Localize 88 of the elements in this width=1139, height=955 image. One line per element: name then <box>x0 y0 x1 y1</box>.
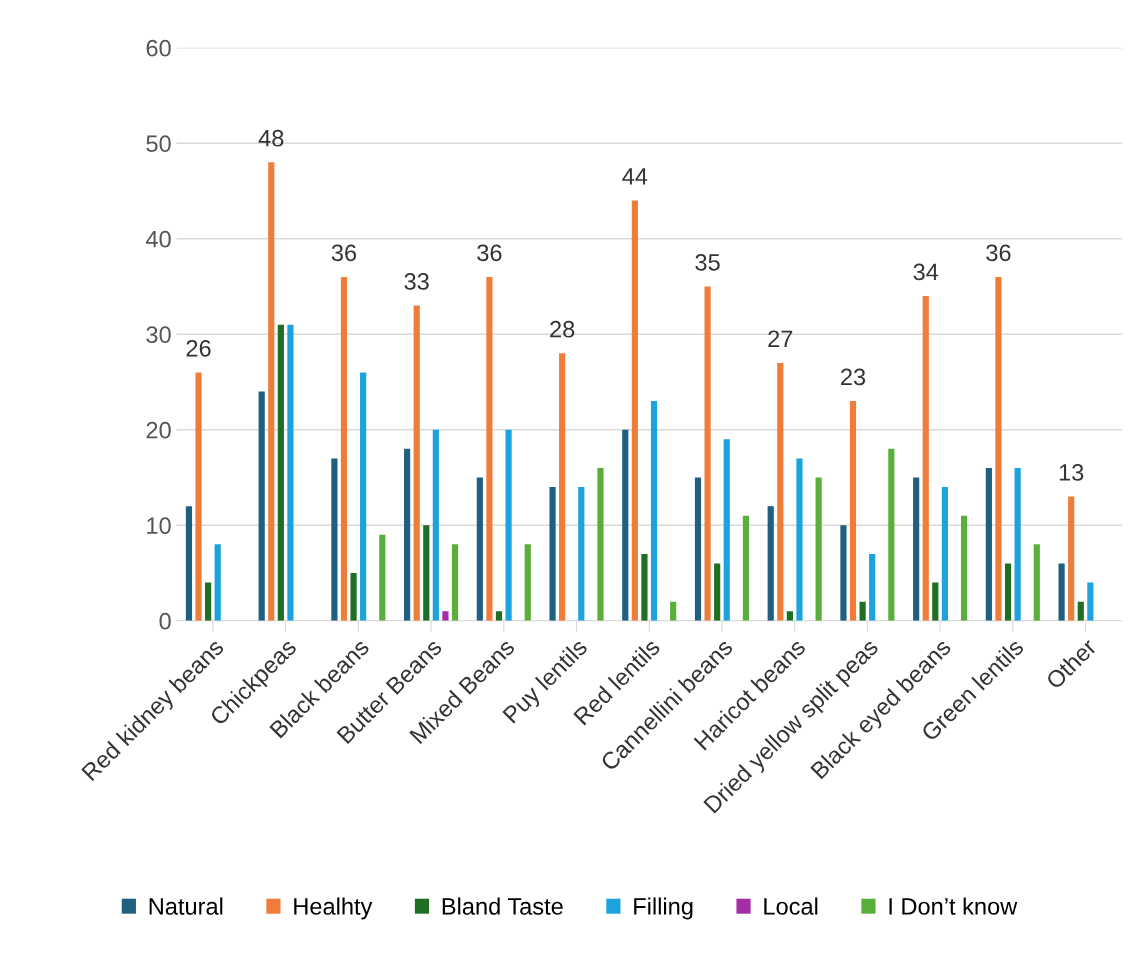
bar <box>631 200 638 621</box>
bar <box>505 429 512 621</box>
bar <box>840 525 847 621</box>
bar <box>476 477 483 621</box>
bar <box>922 296 929 621</box>
bar <box>214 544 221 621</box>
bar <box>379 534 386 621</box>
y-tick-label: 40 <box>145 230 171 248</box>
bar <box>985 467 992 621</box>
bar <box>694 477 702 621</box>
y-tick-label: 60 <box>146 39 171 57</box>
bar <box>941 487 948 621</box>
bar <box>185 506 193 621</box>
bar <box>195 372 202 621</box>
bar <box>913 477 920 621</box>
bar <box>796 458 803 621</box>
bar <box>524 544 531 621</box>
data-label: 36 <box>477 244 502 262</box>
y-tick-label: 30 <box>146 326 171 344</box>
bar <box>1068 496 1075 621</box>
bar <box>714 563 721 621</box>
data-label: 35 <box>695 254 720 271</box>
bar <box>777 362 784 621</box>
data-label: 26 <box>186 339 211 357</box>
data-label: 44 <box>622 168 648 185</box>
bar <box>451 544 459 621</box>
data-label: 13 <box>1059 464 1084 481</box>
bar <box>1077 601 1084 621</box>
bar <box>641 553 648 621</box>
bar <box>888 448 895 621</box>
bar <box>559 353 566 621</box>
bar <box>995 276 1002 621</box>
bar <box>670 601 677 621</box>
y-tick-label: 20 <box>146 421 171 439</box>
y-tick-label: 0 <box>159 612 171 630</box>
y-tick-label: 50 <box>146 135 171 153</box>
legend-label: I Don’t know <box>889 897 1018 915</box>
legend-label: Bland Taste <box>442 897 563 915</box>
bar <box>849 401 857 621</box>
bar <box>442 611 449 621</box>
bar <box>723 439 730 621</box>
bar <box>1058 563 1065 621</box>
bar <box>549 487 556 621</box>
bar <box>287 324 294 621</box>
bar <box>432 429 439 621</box>
bar <box>495 611 503 621</box>
bar <box>704 286 711 621</box>
y-tick-label: 10 <box>147 517 171 535</box>
bar <box>486 276 493 621</box>
bar <box>268 162 275 621</box>
bar <box>413 305 420 621</box>
bar <box>1004 563 1012 621</box>
bar <box>1087 582 1094 621</box>
legend-label: Healhty <box>294 897 373 920</box>
bar <box>360 372 367 621</box>
bar <box>869 553 876 621</box>
bar <box>277 324 284 621</box>
data-label: 28 <box>550 320 575 338</box>
bar <box>742 515 749 621</box>
bar <box>404 448 411 621</box>
legend-label: Local <box>764 897 818 915</box>
bar <box>340 276 348 621</box>
bar <box>859 601 866 621</box>
data-label: 34 <box>913 263 939 281</box>
bar <box>205 582 212 621</box>
bar <box>932 582 939 621</box>
bar <box>423 525 430 621</box>
bar <box>258 391 265 621</box>
bar <box>597 467 604 621</box>
bar <box>815 477 822 621</box>
bar <box>350 573 357 621</box>
legend-label: Filling <box>634 897 693 920</box>
bar <box>650 401 658 621</box>
bar <box>1033 544 1040 621</box>
bar <box>1014 467 1021 621</box>
bar <box>960 515 968 621</box>
legend-label: Natural <box>149 897 223 915</box>
bar <box>578 487 585 621</box>
bar <box>622 429 629 621</box>
data-label: 23 <box>841 368 866 386</box>
data-label: 33 <box>404 273 429 290</box>
bar <box>786 611 793 621</box>
bar <box>767 506 774 621</box>
data-label: 36 <box>986 244 1011 262</box>
bar <box>331 458 338 621</box>
data-label: 36 <box>331 244 357 262</box>
data-label: 48 <box>258 129 284 147</box>
data-label: 27 <box>768 330 793 347</box>
